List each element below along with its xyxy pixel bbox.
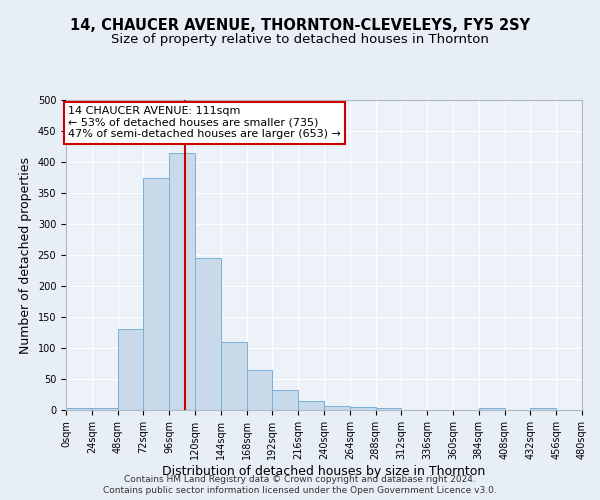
Text: Contains public sector information licensed under the Open Government Licence v3: Contains public sector information licen… [103, 486, 497, 495]
Text: 14 CHAUCER AVENUE: 111sqm
← 53% of detached houses are smaller (735)
47% of semi: 14 CHAUCER AVENUE: 111sqm ← 53% of detac… [68, 106, 341, 140]
X-axis label: Distribution of detached houses by size in Thornton: Distribution of detached houses by size … [163, 464, 485, 477]
Bar [530, 408, 556, 410]
Bar [479, 408, 505, 410]
Bar [118, 330, 143, 410]
Bar [169, 152, 195, 410]
Bar [221, 342, 247, 410]
Bar [247, 370, 272, 410]
Bar [272, 390, 298, 410]
Bar [324, 406, 350, 410]
Text: Size of property relative to detached houses in Thornton: Size of property relative to detached ho… [111, 32, 489, 46]
Text: Contains HM Land Registry data © Crown copyright and database right 2024.: Contains HM Land Registry data © Crown c… [124, 475, 476, 484]
Bar [350, 407, 376, 410]
Bar [376, 408, 401, 410]
Bar [92, 408, 118, 410]
Bar [298, 400, 324, 410]
Y-axis label: Number of detached properties: Number of detached properties [19, 156, 32, 354]
Text: 14, CHAUCER AVENUE, THORNTON-CLEVELEYS, FY5 2SY: 14, CHAUCER AVENUE, THORNTON-CLEVELEYS, … [70, 18, 530, 32]
Bar [66, 408, 92, 410]
Bar [143, 178, 169, 410]
Bar [195, 258, 221, 410]
